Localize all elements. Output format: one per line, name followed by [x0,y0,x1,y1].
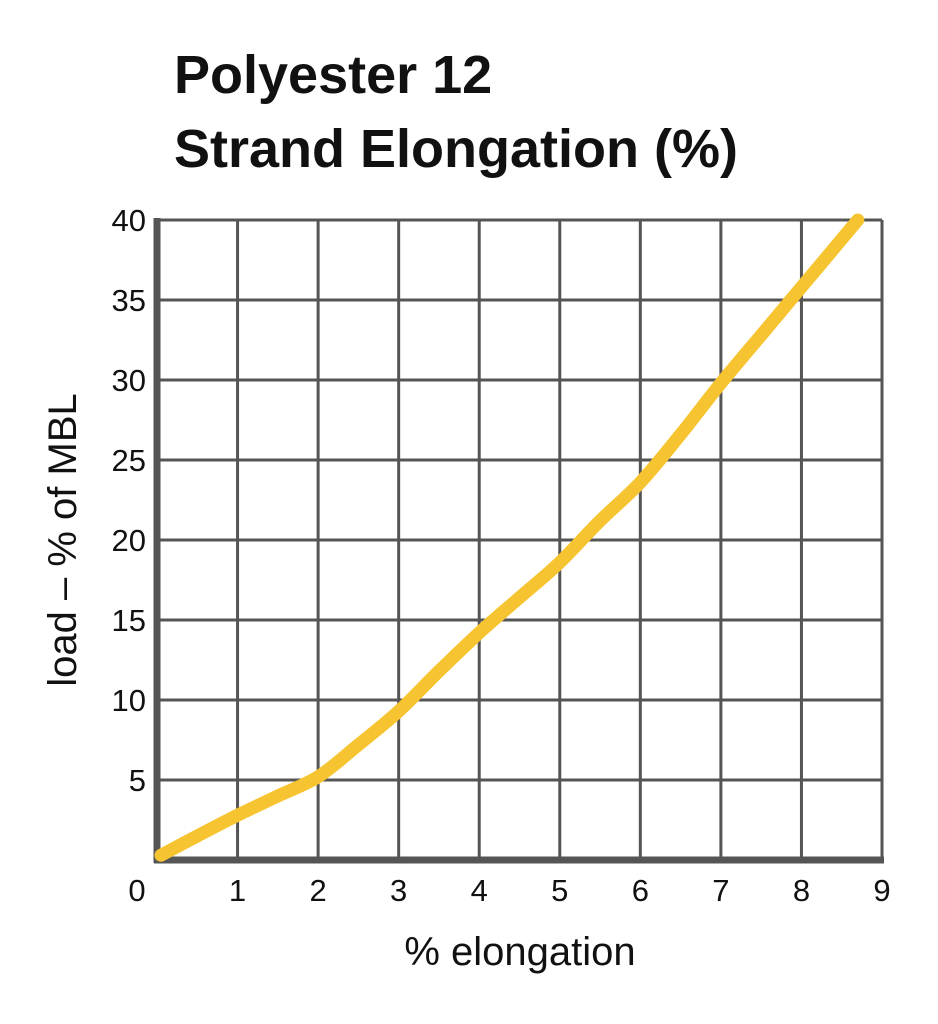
x-tick-label: 6 [632,873,649,908]
x-tick-label: 9 [873,873,890,908]
y-axis-ticks: 5 10 15 20 25 30 35 40 [112,203,146,798]
chart-title: Polyester 12 [174,45,493,105]
y-tick-label: 15 [112,603,146,638]
x-axis-ticks: 0 1 2 3 4 5 6 7 8 9 [128,873,890,908]
x-tick-label: 0 [128,873,145,908]
x-tick-label: 1 [229,873,246,908]
y-tick-label: 10 [112,683,146,718]
x-tick-label: 2 [309,873,326,908]
x-tick-label: 4 [471,873,488,908]
y-tick-label: 30 [112,363,146,398]
x-tick-label: 5 [551,873,568,908]
y-tick-label: 40 [112,203,146,238]
y-tick-label: 20 [112,523,146,558]
series-line [154,213,865,862]
grid [157,218,884,860]
x-tick-label: 8 [793,873,810,908]
axes [153,218,884,864]
x-tick-label: 7 [712,873,729,908]
y-tick-label: 25 [112,443,146,478]
y-tick-label: 35 [112,283,146,318]
series [154,213,865,862]
chart-subtitle: Strand Elongation (%) [174,119,738,179]
y-axis-title: load – % of MBL [41,393,85,687]
x-axis-title: % elongation [404,930,635,974]
y-tick-label: 5 [129,763,146,798]
x-tick-label: 3 [390,873,407,908]
